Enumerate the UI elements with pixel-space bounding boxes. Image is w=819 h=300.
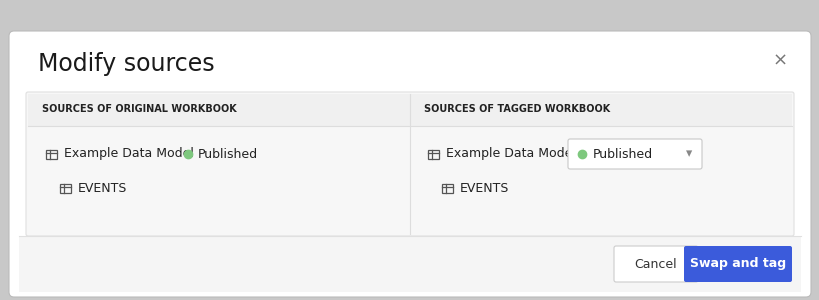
Text: Swap and tag: Swap and tag <box>689 257 785 271</box>
FancyBboxPatch shape <box>683 246 791 282</box>
Bar <box>47 149 57 158</box>
Text: EVENTS: EVENTS <box>78 182 127 194</box>
FancyBboxPatch shape <box>26 92 793 236</box>
Bar <box>28 94 410 126</box>
Bar <box>442 184 453 193</box>
Text: Cancel: Cancel <box>634 257 676 271</box>
Text: SOURCES OF TAGGED WORKBOOK: SOURCES OF TAGGED WORKBOOK <box>423 104 609 114</box>
Bar <box>61 184 71 193</box>
FancyBboxPatch shape <box>613 246 697 282</box>
Text: EVENTS: EVENTS <box>459 182 509 194</box>
Bar <box>410 94 791 126</box>
Text: SOURCES OF ORIGINAL WORKBOOK: SOURCES OF ORIGINAL WORKBOOK <box>42 104 237 114</box>
Text: Published: Published <box>592 148 652 160</box>
FancyBboxPatch shape <box>568 139 701 169</box>
Text: Example Data Model: Example Data Model <box>446 148 575 160</box>
Bar <box>428 149 439 158</box>
Text: Modify sources: Modify sources <box>38 52 215 76</box>
Text: You can select sources of the workbook to refer to different connections, databa: You can select sources of the workbook t… <box>38 96 584 106</box>
Text: ×: × <box>772 52 787 70</box>
FancyBboxPatch shape <box>9 31 810 297</box>
Text: Published: Published <box>197 148 258 160</box>
Bar <box>19 236 800 292</box>
Text: Example Data Model: Example Data Model <box>64 148 193 160</box>
Text: ▾: ▾ <box>685 148 691 160</box>
